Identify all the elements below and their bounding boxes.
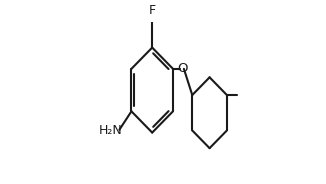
Text: F: F (149, 4, 156, 17)
Text: H₂N: H₂N (99, 124, 123, 137)
Text: O: O (177, 62, 187, 75)
